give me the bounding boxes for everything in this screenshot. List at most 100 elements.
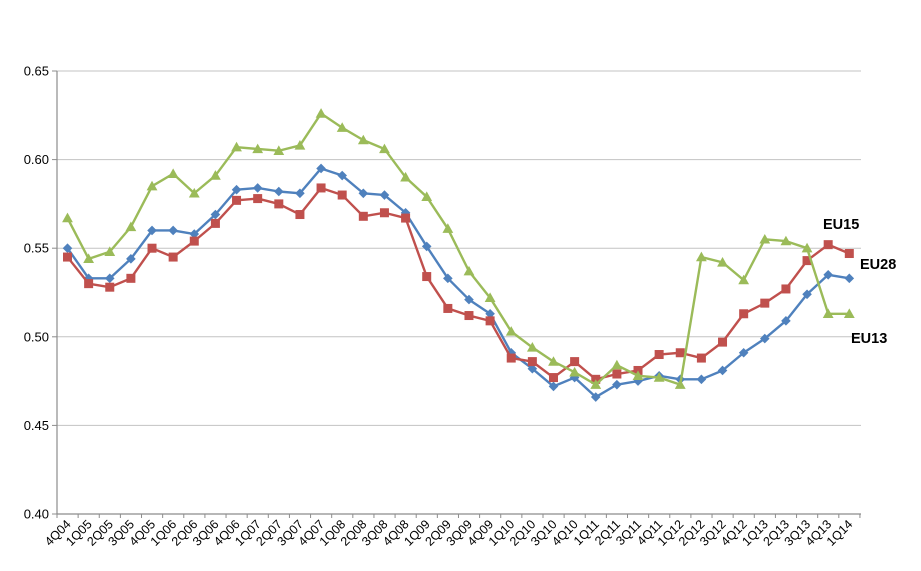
EU15-marker-3Q09 — [464, 311, 474, 321]
EU28-marker-4Q07 — [316, 163, 326, 174]
EU28-marker-2Q13 — [781, 316, 791, 326]
EU15-marker-3Q06 — [210, 218, 220, 228]
EU28-marker-4Q08 — [400, 207, 411, 218]
EU28-marker-4Q06 — [231, 184, 242, 195]
EU28-marker-3Q11 — [633, 376, 643, 386]
y-axis-label: 0.50 — [24, 329, 49, 344]
EU13-marker-4Q09 — [484, 292, 496, 303]
EU28-marker-3Q09 — [464, 294, 474, 305]
EU13-marker-3Q12 — [717, 256, 728, 267]
EU15-marker-2Q06 — [189, 236, 199, 246]
EU13-marker-4Q13 — [822, 308, 834, 318]
EU28-marker-2Q10 — [527, 363, 538, 374]
y-axis-label: 0.65 — [24, 64, 49, 79]
EU28-marker-3Q12 — [717, 365, 728, 376]
EU15-marker-2Q10 — [527, 357, 537, 367]
EU28-marker-1Q11 — [590, 392, 601, 402]
EU15-marker-1Q05 — [84, 279, 94, 289]
EU28-marker-3Q06 — [210, 209, 221, 220]
EU13-marker-1Q07 — [252, 143, 264, 154]
EU13-marker-3Q13 — [801, 242, 813, 253]
EU15-marker-3Q08 — [379, 208, 389, 218]
y-axis-label: 0.45 — [24, 418, 49, 433]
EU28-marker-3Q05 — [126, 254, 136, 264]
EU13-marker-4Q12 — [738, 274, 750, 285]
EU13-marker-4Q08 — [400, 171, 411, 182]
EU13-marker-4Q11 — [653, 372, 665, 382]
EU28-marker-1Q14 — [844, 273, 855, 284]
EU13-marker-2Q12 — [696, 251, 707, 262]
EU13-marker-4Q05 — [146, 180, 158, 191]
series-EU28-line — [66, 167, 850, 399]
EU15-marker-4Q05 — [147, 243, 157, 253]
EU28-marker-3Q10 — [548, 381, 559, 392]
y-axis-label: 0.40 — [24, 507, 49, 522]
EU13-marker-2Q09 — [442, 223, 454, 233]
EU28-marker-2Q11 — [612, 379, 622, 390]
EU13-marker-1Q09 — [421, 191, 433, 202]
EU13-marker-4Q04 — [62, 212, 73, 223]
EU13-marker-3Q05 — [125, 221, 137, 232]
series-EU15 — [63, 183, 854, 384]
EU15-marker-1Q10 — [506, 353, 516, 363]
EU15-marker-2Q05 — [105, 282, 115, 292]
EU13-marker-2Q13 — [780, 235, 792, 246]
EU28-marker-3Q13 — [802, 289, 812, 300]
EU13-marker-1Q08 — [336, 122, 348, 132]
EU13-marker-1Q12 — [674, 379, 686, 389]
EU13-marker-3Q10 — [548, 356, 559, 366]
EU28-marker-1Q06 — [168, 225, 178, 236]
EU13-marker-2Q06 — [188, 187, 200, 198]
EU15-marker-1Q13 — [760, 298, 770, 308]
EU15-marker-2Q08 — [358, 211, 368, 221]
EU15-marker-3Q12 — [718, 337, 728, 347]
EU13-marker-1Q11 — [590, 379, 602, 389]
EU28-marker-4Q05 — [147, 225, 157, 236]
EU13-marker-1Q14 — [843, 308, 855, 318]
EU15-marker-3Q10 — [548, 373, 558, 383]
EU13-marker-3Q07 — [294, 140, 306, 150]
EU15-marker-1Q06 — [168, 252, 178, 262]
EU28-marker-4Q09 — [485, 308, 495, 319]
EU28-marker-4Q10 — [569, 372, 580, 383]
EU15-marker-4Q09 — [485, 316, 495, 326]
series-label-EU15: EU15 — [823, 217, 859, 233]
EU28-marker-2Q08 — [358, 188, 369, 199]
EU28-marker-1Q09 — [421, 241, 432, 252]
EU15-marker-2Q12 — [696, 353, 706, 363]
EU13-marker-1Q10 — [505, 326, 517, 336]
EU15-marker-1Q12 — [675, 348, 685, 358]
EU13-marker-3Q08 — [379, 143, 390, 154]
EU15-marker-4Q12 — [739, 309, 749, 319]
EU28-marker-1Q08 — [337, 170, 347, 181]
EU13-marker-2Q05 — [104, 246, 116, 256]
EU13-marker-2Q07 — [273, 145, 285, 155]
EU15-marker-4Q06 — [232, 195, 242, 205]
series-EU13-line — [66, 112, 850, 386]
series-label-EU13: EU13 — [851, 331, 887, 347]
EU15-marker-3Q13 — [802, 256, 812, 266]
EU13-marker-1Q13 — [759, 233, 771, 244]
series-EU13 — [62, 108, 855, 389]
EU13-marker-2Q10 — [526, 342, 538, 352]
EU15-marker-4Q10 — [570, 357, 580, 367]
EU15-marker-1Q14 — [844, 249, 854, 259]
y-axis-label: 0.60 — [24, 152, 49, 167]
EU13-marker-3Q09 — [463, 265, 475, 276]
EU15-marker-1Q08 — [337, 190, 347, 200]
series-EU28 — [62, 163, 855, 402]
EU13-marker-1Q06 — [167, 168, 179, 178]
EU28-marker-1Q07 — [252, 183, 263, 193]
EU15-marker-4Q11 — [654, 350, 664, 360]
EU28-marker-1Q13 — [759, 333, 770, 344]
series-label-EU28: EU28 — [860, 257, 896, 273]
EU28-marker-2Q12 — [696, 374, 707, 385]
EU13-marker-1Q05 — [83, 253, 95, 264]
EU28-marker-3Q08 — [379, 190, 390, 200]
EU15-marker-3Q05 — [126, 273, 136, 283]
EU15-marker-2Q13 — [781, 284, 791, 294]
EU28-marker-2Q07 — [274, 186, 284, 197]
EU15-marker-1Q09 — [422, 272, 432, 282]
